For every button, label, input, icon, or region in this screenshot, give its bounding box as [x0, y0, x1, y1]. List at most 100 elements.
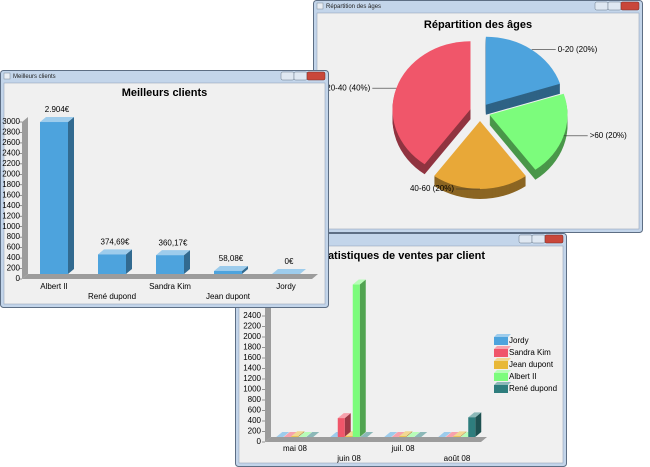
- bar-top: [291, 431, 305, 437]
- bar-top: [438, 432, 452, 437]
- bar-top: [360, 432, 374, 437]
- legend-label: René dupond: [509, 384, 557, 393]
- x-tick-label: Sandra Kim: [149, 282, 191, 291]
- minimize-button[interactable]: [594, 1, 609, 11]
- bar-side: [406, 431, 413, 437]
- bar-top: [352, 279, 366, 285]
- close-button[interactable]: [544, 234, 564, 244]
- bar-top: [468, 412, 482, 418]
- axis-wall: [22, 117, 28, 279]
- legend-label: Albert II: [509, 372, 537, 381]
- x-tick-label: Jean dupont: [206, 292, 251, 301]
- y-tick-label: 0: [257, 437, 262, 446]
- bar: [40, 122, 68, 274]
- slice: [434, 121, 526, 189]
- chart-title: Statistiques de ventes par client: [317, 250, 485, 262]
- bar: [214, 270, 242, 274]
- legend-swatch: [494, 361, 508, 369]
- y-tick-label: 400: [248, 416, 262, 425]
- bar: [468, 417, 476, 437]
- minimize-button[interactable]: [280, 71, 295, 81]
- bar-side: [242, 265, 248, 274]
- maximize-button[interactable]: [607, 1, 622, 11]
- slice-label: 20-40 (40%): [326, 83, 370, 92]
- y-tick-label: 0: [16, 274, 21, 283]
- minimize-button[interactable]: [518, 234, 533, 244]
- bar-side: [184, 250, 190, 274]
- x-tick-label: Albert II: [40, 282, 68, 291]
- legend-swatch: [494, 337, 508, 345]
- maximize-button[interactable]: [293, 71, 308, 81]
- legend-swatch: [494, 385, 508, 393]
- bar-top: [445, 432, 459, 437]
- legend-swatch-top: [494, 346, 511, 349]
- value-label: 58,08€: [219, 254, 244, 263]
- bar: [399, 436, 407, 437]
- y-tick-label: 2400: [243, 311, 261, 320]
- value-label: 2.904€: [45, 105, 70, 114]
- bar-top: [272, 269, 306, 274]
- bar-top: [156, 250, 190, 256]
- x-tick-label: mai 08: [283, 444, 308, 453]
- y-tick-label: 1200: [2, 211, 20, 220]
- axis-wall: [265, 279, 271, 442]
- axis-floor: [265, 437, 487, 442]
- y-tick-label: 600: [248, 406, 262, 415]
- window-icon: [316, 2, 324, 10]
- y-tick-label: 800: [7, 232, 21, 241]
- bar-top: [414, 432, 428, 437]
- y-tick-label: 1000: [2, 222, 20, 231]
- y-tick-label: 1800: [2, 180, 20, 189]
- y-tick-label: 2000: [2, 169, 20, 178]
- chart-title: Répartition des âges: [424, 19, 532, 31]
- slice: [392, 41, 471, 165]
- maximize-button[interactable]: [531, 234, 546, 244]
- value-label: 360,17€: [159, 238, 188, 247]
- legend-label: Jordy: [509, 336, 529, 345]
- y-tick-label: 1600: [2, 190, 20, 199]
- bar-side: [298, 431, 305, 437]
- bar-top: [276, 432, 290, 437]
- bar-side: [344, 413, 351, 437]
- y-tick-label: 2800: [2, 128, 20, 137]
- legend-label: Sandra Kim: [509, 348, 551, 357]
- bar-side: [68, 117, 74, 274]
- legend-label: Jean dupont: [509, 360, 554, 369]
- bar-top: [384, 432, 398, 437]
- bar-top: [337, 413, 351, 419]
- window-title: Répartition des âges: [326, 4, 381, 10]
- bar-top: [453, 431, 467, 437]
- y-tick-label: 2400: [2, 149, 20, 158]
- bar-top: [399, 431, 413, 437]
- bar-side: [475, 412, 482, 437]
- bar: [453, 436, 461, 437]
- slice-label: >60 (20%): [590, 131, 627, 140]
- window: Répartition des âges Répartition des âges…: [313, 0, 643, 233]
- y-tick-label: 1200: [243, 374, 261, 383]
- y-tick-label: 200: [7, 264, 21, 273]
- close-button[interactable]: [306, 71, 326, 81]
- legend-swatch: [494, 373, 508, 381]
- y-tick-label: 2200: [2, 159, 20, 168]
- x-tick-label: René dupond: [88, 292, 136, 301]
- bar: [98, 254, 126, 274]
- slice: [485, 36, 561, 105]
- y-tick-label: 600: [7, 243, 21, 252]
- close-button[interactable]: [620, 1, 640, 11]
- bar: [156, 255, 184, 274]
- slice-label: 40-60 (20%): [410, 184, 454, 193]
- legend-swatch-top: [494, 334, 511, 337]
- bar-top: [283, 432, 297, 437]
- y-tick-label: 3000: [2, 117, 20, 126]
- bar-side: [460, 431, 467, 437]
- bar-side: [359, 279, 366, 437]
- window-icon: [3, 72, 11, 80]
- x-tick-label: juin 08: [336, 454, 361, 463]
- y-tick-label: 200: [248, 427, 262, 436]
- legend-swatch-top: [494, 358, 511, 361]
- y-tick-label: 400: [7, 253, 21, 262]
- bar-top: [298, 432, 312, 437]
- bar: [291, 436, 299, 437]
